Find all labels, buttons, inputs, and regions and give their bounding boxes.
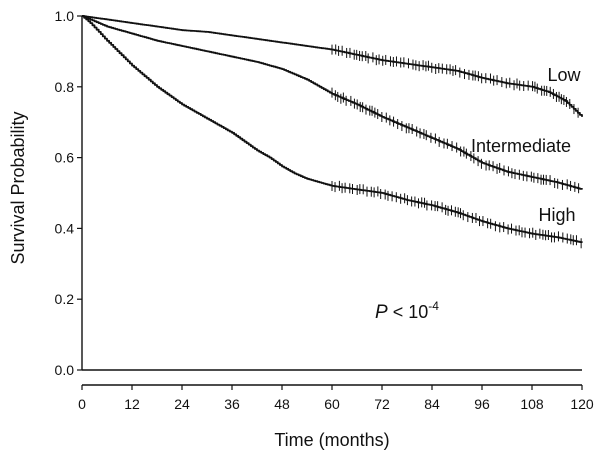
x-tick-label: 120: [570, 396, 594, 412]
curve-intermediate: [82, 15, 583, 190]
y-tick-label: 0.8: [55, 79, 75, 95]
y-tick-label: 0.2: [55, 291, 75, 307]
series-label-intermediate: Intermediate: [471, 136, 571, 156]
y-tick-label: 0.0: [55, 362, 75, 378]
y-tick-label: 0.6: [55, 150, 75, 166]
x-tick-label: 24: [174, 396, 190, 412]
p-comparison: < 10: [388, 302, 429, 322]
y-tick-label: 0.4: [55, 220, 75, 236]
p-value-annotation: P < 10-4: [375, 299, 439, 323]
p-symbol: P: [375, 302, 388, 323]
y-tick-label: 1.0: [55, 8, 75, 24]
x-tick-label: 0: [78, 396, 86, 412]
series-label-high: High: [538, 205, 575, 225]
x-tick-label: 96: [474, 396, 490, 412]
axes: [81, 16, 582, 371]
x-tick-label: 60: [324, 396, 340, 412]
x-tick-label: 84: [424, 396, 440, 412]
x-tick-label: 108: [520, 396, 544, 412]
y-axis-title: Survival Probability: [8, 111, 28, 264]
x-axis-title: Time (months): [274, 430, 389, 450]
x-tick-label: 48: [274, 396, 290, 412]
p-exponent: -4: [428, 299, 439, 313]
x-tick-label: 12: [124, 396, 140, 412]
censoring-marks: [331, 44, 582, 249]
tick-marks: 0 12 24 36 48 60 72 84 96 108 120 0.0 0.2 0.4 0.6 0.8 1.…: [55, 8, 594, 412]
series-labels: Low Intermediate High: [471, 65, 582, 225]
x-tick-label: 72: [374, 396, 390, 412]
series-label-low: Low: [547, 65, 581, 85]
curve-low: [82, 15, 583, 117]
x-tick-label: 36: [224, 396, 240, 412]
